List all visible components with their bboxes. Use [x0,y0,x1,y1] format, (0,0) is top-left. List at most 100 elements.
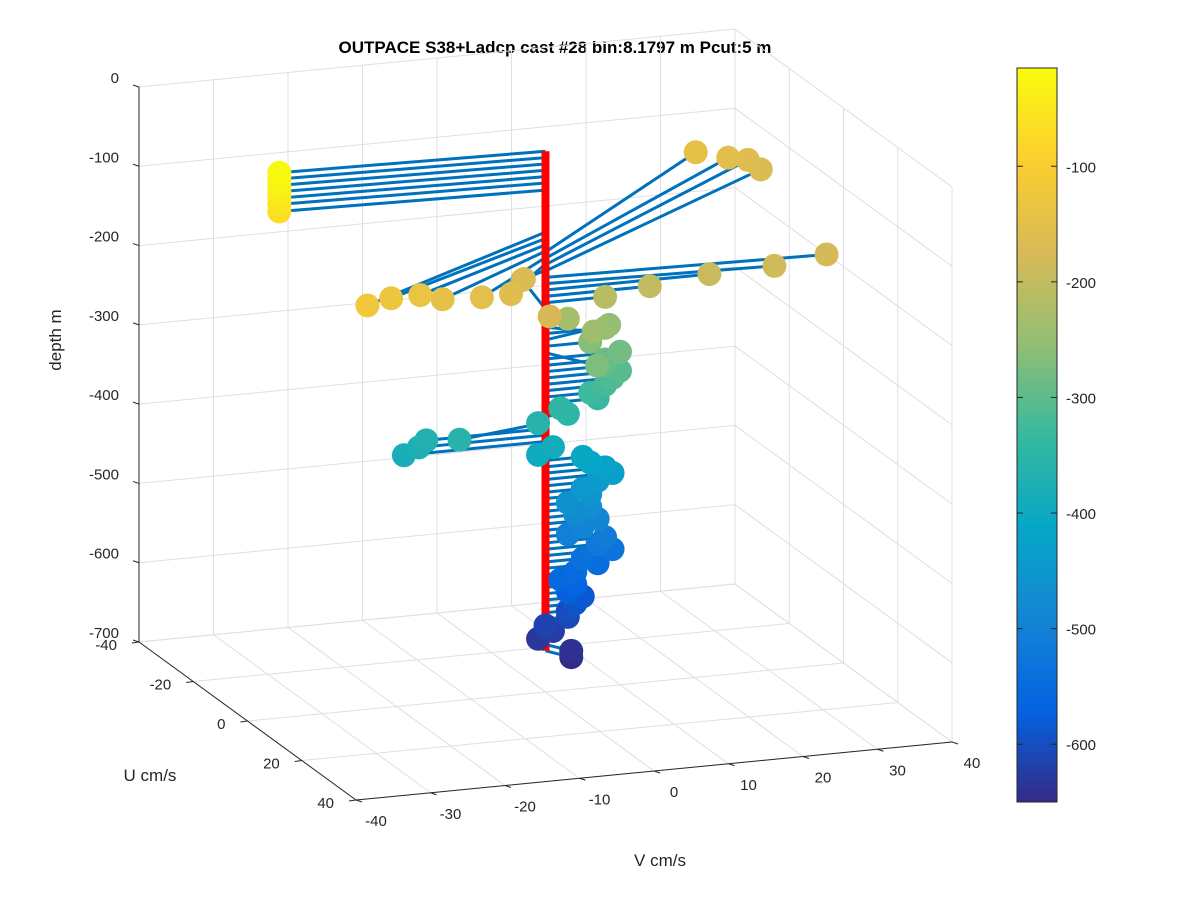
velocity-stick [279,175,546,200]
x-tick-label: -40 [365,813,387,830]
z-tick-label: -400 [89,387,119,404]
x-tick-label: -10 [589,791,611,808]
colorbar-tick-label: -300 [1066,390,1096,407]
right-wall-gridline [734,187,953,346]
velocity-point [570,546,595,571]
velocity-point [267,160,292,185]
x-tick-label: 10 [740,777,757,794]
velocity-point [608,339,632,364]
velocity-stick [279,156,546,181]
y-tick-mark [131,641,140,644]
right-wall-gridline [734,425,953,584]
z-tick-label: -500 [89,466,119,483]
z-tick-mark [132,243,140,247]
velocity-point [637,274,662,299]
back-wall-gridline [138,345,736,405]
velocity-stick [279,168,546,194]
velocity-point [735,147,760,172]
back-wall-gridline [138,583,736,643]
y-tick-mark [240,720,248,723]
colorbar-gradient [1016,67,1058,803]
z-tick-mark [132,480,140,484]
x-tick-mark [877,748,884,752]
colorbar-tick-label: -500 [1066,622,1096,639]
velocity-stick [544,151,697,254]
x-tick-mark [951,741,959,745]
velocity-point [762,253,787,278]
velocity-point [814,242,839,267]
back-wall-gridline [138,504,736,564]
right-wall-gridline [734,504,953,664]
y-tick-label: 0 [217,716,225,733]
x-tick-label: -20 [514,799,536,816]
velocity-point [716,145,741,170]
x-tick-mark [504,785,512,788]
velocity-point [555,306,580,331]
velocity-stick [544,156,729,260]
z-tick-mark [132,322,140,326]
right-wall-gridline [734,583,953,743]
colorbar: -100 -200 -300 -400 -500 -600 [1016,67,1096,803]
axis-ticks: -40 -30 -20 -10 0 10 20 30 40-40-20020400-100-20… [89,70,980,830]
velocity-point [593,525,618,550]
velocity-point [355,293,380,318]
velocity-stick [419,243,547,297]
velocity-stick [545,264,775,286]
velocity-point [447,427,472,452]
x-tick-label: 20 [815,770,832,787]
back-wall-gridline [138,28,736,88]
right-wall-gridline [734,345,953,505]
z-tick-label: -100 [89,149,119,166]
velocity-stick [544,168,762,273]
x-tick-label: -30 [440,806,462,823]
velocity-stick [279,149,546,175]
x-tick-mark [728,763,735,767]
velocity-point [697,262,722,287]
z-tick-label: -200 [89,229,119,246]
floor-gridline [301,702,898,761]
velocity-stick [441,249,547,301]
velocity-point [408,283,433,308]
x-tick-mark [430,792,437,796]
colorbar-tick-label: -400 [1066,506,1096,523]
right-wall-gridline [734,266,953,426]
velocity-sticks [279,149,827,659]
velocity-point [585,353,609,378]
velocity-point [570,444,595,469]
colorbar-tick-label: -200 [1066,275,1096,292]
y-tick-label: -20 [150,677,172,694]
velocity-point [593,284,618,309]
z-tick-label: -600 [89,546,119,563]
colorbar-ticks: -100 -200 -300 -400 -500 -600 [1017,159,1096,754]
velocity-stick [279,188,546,214]
x-tick-mark [355,799,363,803]
velocity-stick [279,181,546,206]
y-tick-mark [348,799,357,802]
x-tick-mark [653,770,661,774]
z-tick-mark [132,401,140,405]
velocity-point [499,282,523,307]
velocity-point [683,140,708,165]
z-tick-mark [132,84,140,88]
velocity-point [430,287,455,312]
colorbar-tick-label: -600 [1066,737,1096,754]
velocity-point [559,638,584,663]
velocity-point [469,285,494,310]
x-tick-label: 40 [964,755,981,772]
axes-frame [131,84,959,803]
z-tick-mark [132,163,140,167]
velocity-stick [545,272,710,292]
z-tick-mark [132,560,140,564]
y-tick-label: -40 [95,637,117,654]
floor-gridline [193,623,790,682]
velocity-point [555,490,580,515]
back-wall-gridline [138,424,736,484]
velocity-stick [279,162,546,187]
z-tick-label: -700 [89,625,119,642]
floor-gridline [247,662,844,722]
right-wall-gridline [734,107,953,267]
velocity-point [379,286,404,311]
velocity-point [540,435,565,460]
y-tick-mark [294,760,302,762]
